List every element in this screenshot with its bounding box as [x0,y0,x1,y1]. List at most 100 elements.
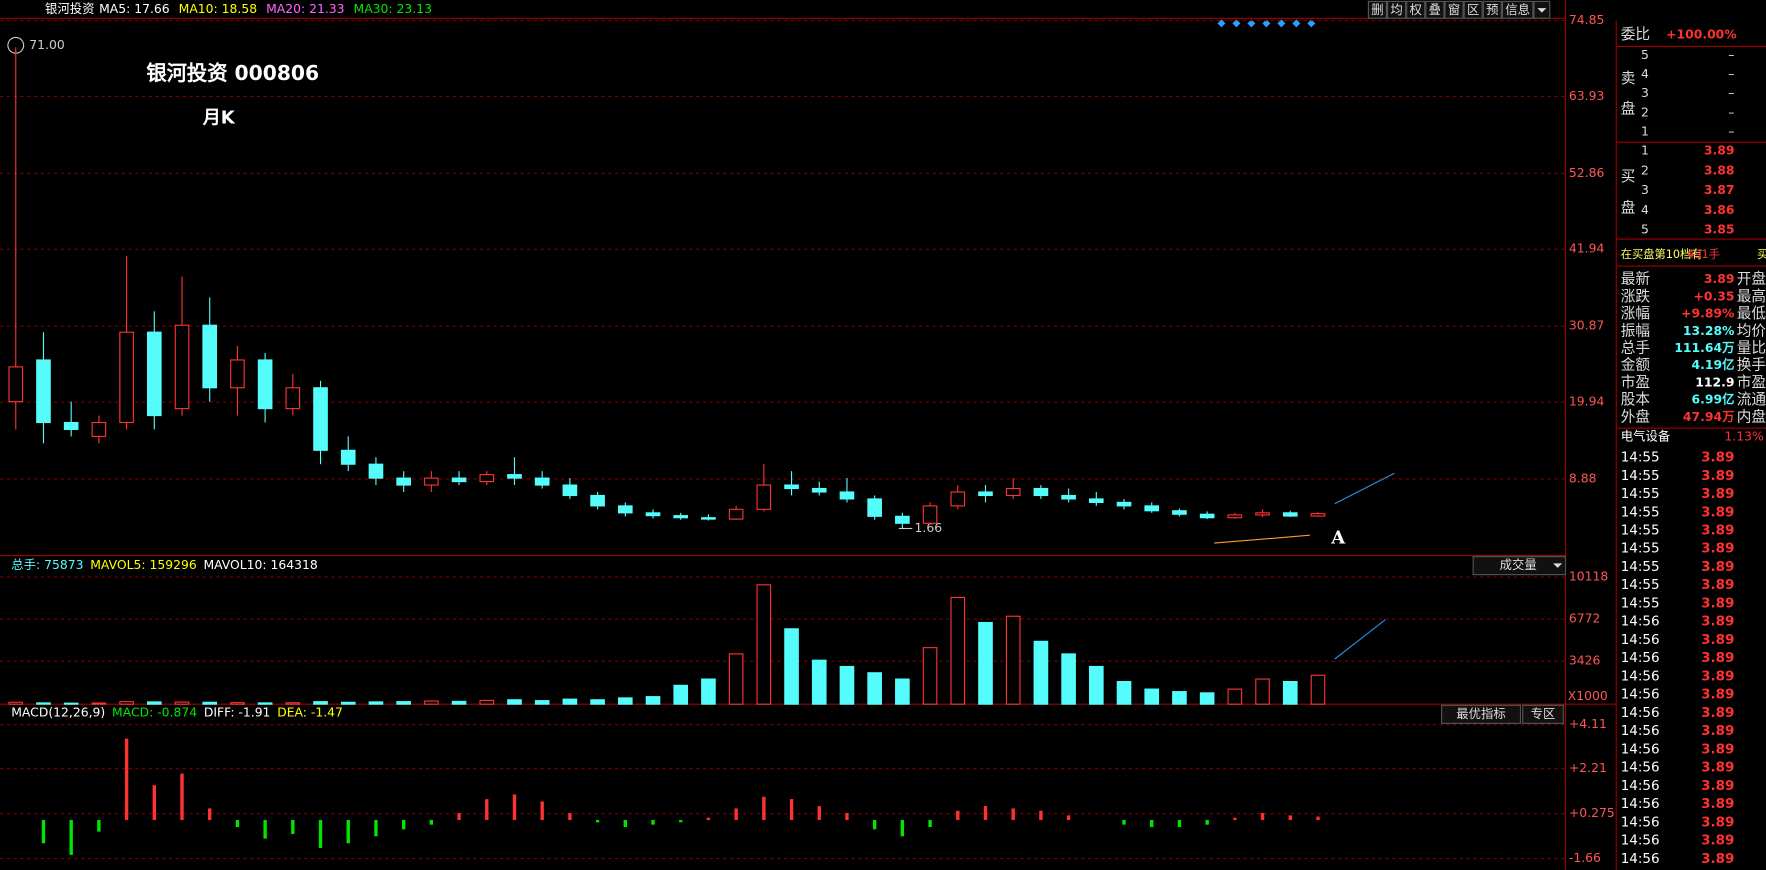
stock-name: 银河投资 [45,1,95,16]
y-tick-label: +4.11 [1569,717,1607,731]
toolbar-button[interactable] [1387,0,1407,19]
trade-price: 3.89 [1701,450,1734,466]
candle-body [8,366,24,403]
level-price: – [1728,125,1734,139]
trade-price: 3.89 [1701,632,1734,648]
indicator-button-label: 专区 [1531,706,1556,721]
volume-bar [867,672,882,705]
volume-bar [63,702,79,705]
toolbar-button[interactable] [1482,0,1502,19]
level: 3 [1641,86,1649,100]
period-label: 月K [202,108,236,129]
indicator-legend: MAVOL10: 164318 [203,558,317,572]
toolbar-button[interactable] [1367,0,1388,19]
trade-time: 14:55 [1621,559,1660,575]
candle-body [784,484,799,490]
volume-bar [1227,688,1243,705]
y-tick-label: -1.66 [1569,851,1601,865]
trade-time: 14:56 [1621,668,1660,684]
volume-bar [340,701,356,705]
trade-price: 3.89 [1701,468,1734,484]
arrow [1334,619,1386,660]
y-tick-label: 30.87 [1569,319,1604,333]
candle-body [922,505,938,524]
unit-label: X1000 [1568,689,1608,703]
volume-bar [451,700,467,705]
candle-body [673,515,689,519]
toolbar-button[interactable] [1463,0,1483,19]
trade-price: 3.89 [1701,760,1734,776]
volume-bar [978,621,993,705]
stat-value: 6.99亿 [1692,392,1735,407]
volume-bar [1088,665,1104,705]
candle-body [1172,510,1187,515]
trade-time: 14:56 [1621,741,1660,757]
stat-label: 最新 [1621,271,1650,288]
candle-body [1310,513,1326,517]
indicator-legend: MAVOL5: 159296 [90,558,197,572]
stat-value: +0.35 [1694,289,1735,303]
stat-label: 总手 [1621,340,1650,357]
candle-body [1088,498,1104,503]
toolbar-label: 预 [1486,3,1498,17]
volume-bar [895,678,910,705]
trade-price: 3.89 [1701,486,1734,502]
volume-bar [839,665,855,705]
toolbar-button[interactable] [1406,0,1426,19]
trade-time: 14:56 [1621,796,1660,812]
stat-label: 振幅 [1621,322,1650,339]
candle-body [562,484,578,497]
level: 5 [1641,223,1649,237]
candle-body [1005,487,1021,497]
candle-body [424,477,439,486]
toolbar-button[interactable] [1444,0,1464,19]
volume-bar [1255,678,1270,705]
side-label: 买 [1621,168,1636,185]
trade-price: 3.89 [1701,778,1734,794]
trade-price: 3.89 [1701,559,1734,575]
candle-body [590,494,605,507]
trade-price: 3.89 [1701,723,1734,739]
y-tick-label: 41.94 [1569,242,1605,256]
candle-body [36,359,51,424]
trade-price: 3.89 [1701,796,1734,812]
volume-bar [1282,681,1298,705]
candle-body [895,515,910,524]
y-tick-label: +0.275 [1569,806,1615,820]
candle-body [1255,512,1270,516]
trade-time: 14:56 [1621,723,1660,739]
stat-label: 市盈 [1621,374,1650,391]
stat-label: 金额 [1621,357,1651,374]
trade-time: 14:56 [1621,814,1660,830]
volume-bar [950,596,966,705]
candle-body [368,463,384,479]
toolbar-label: 权 [1410,2,1422,17]
indicator-button[interactable] [1472,556,1567,576]
level-price: – [1728,48,1734,62]
level-price: 3.89 [1704,144,1735,158]
trade-price: 3.89 [1701,541,1734,557]
indicator-legend: DEA: -1.47 [277,706,343,720]
toolbar-button[interactable] [1501,0,1534,19]
volume-bar [479,699,495,705]
trade-price: 3.89 [1701,851,1734,867]
volume-bar [1144,688,1160,705]
candle-body [479,474,495,483]
trade-price: 3.89 [1701,814,1734,830]
y-tick-label: 6772 [1569,612,1601,626]
trade-time: 14:56 [1621,833,1660,849]
trade-time: 14:55 [1621,504,1660,520]
trade-time: 14:55 [1621,577,1660,593]
candle-body [507,474,522,479]
indicator-button[interactable] [1441,704,1522,724]
trade-time: 14:55 [1621,523,1660,539]
toolbar-label: 信息 [1505,2,1530,17]
level-price: 3.86 [1704,203,1735,217]
toolbar-button[interactable] [1425,0,1445,19]
trade-time: 14:56 [1621,851,1660,867]
indicator-button[interactable] [1522,704,1564,724]
trade-time: 14:56 [1621,687,1660,703]
y-tick-label: 3426 [1569,654,1601,668]
diamond-icon [1307,19,1316,28]
